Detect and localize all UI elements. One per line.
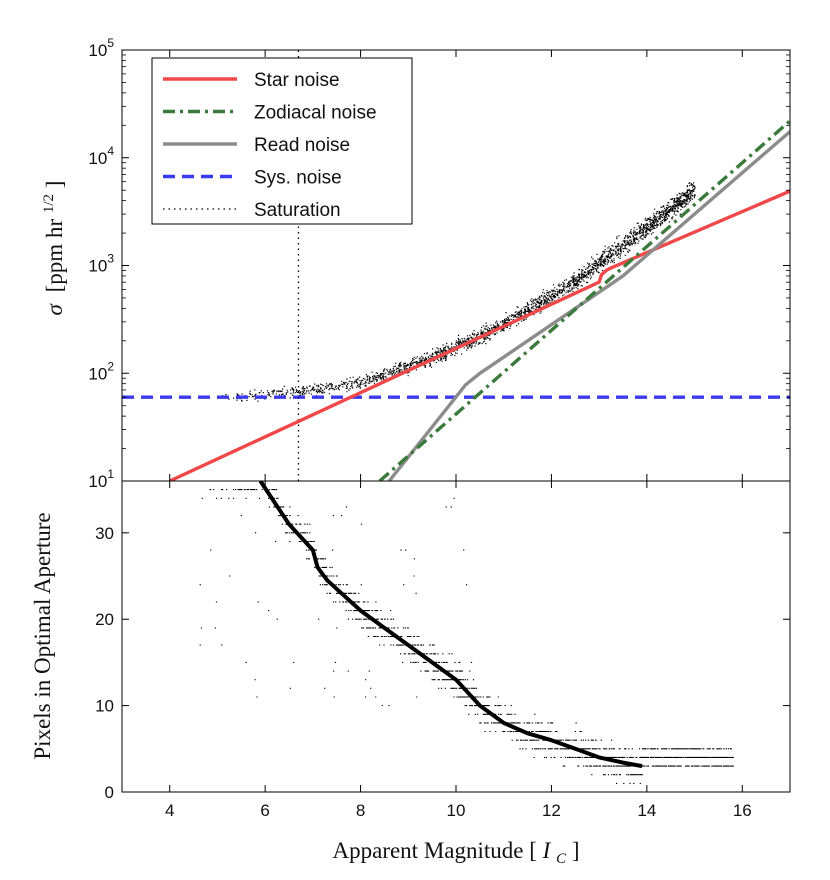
bottom-y-tick-label: 10	[95, 697, 114, 716]
x-axis-label-symbol: I	[542, 838, 552, 863]
legend-entry-label: Saturation	[254, 200, 341, 221]
legend-box	[151, 57, 413, 225]
x-axis-label-close: ]	[572, 838, 580, 863]
sigma-unit: [ppm hr	[42, 219, 67, 293]
median-pixels-line	[258, 481, 643, 769]
legend-entry-label: Read noise	[254, 135, 350, 156]
bottom-series	[258, 481, 643, 769]
legend-entry-label: Sys. noise	[254, 168, 342, 189]
legend-entry-label: Star noise	[254, 70, 340, 91]
top-y-tick-label: 105	[88, 36, 114, 60]
bottom-y-tick-label: 20	[95, 610, 114, 629]
x-tick-label: 8	[356, 801, 365, 820]
tick-exponent: 1	[107, 467, 114, 481]
bottom-y-tick-label: 0	[105, 783, 114, 802]
top-y-tick-label: 103	[88, 252, 114, 276]
bottom-axes-frame	[121, 480, 791, 793]
top-y-axis-label: σ [ppm hr 1/2 ]	[33, 181, 67, 316]
x-tick-label: 4	[165, 801, 174, 820]
tick-base: 10	[88, 41, 107, 60]
sigma-symbol: σ	[42, 302, 67, 315]
legend-entries: Star noise Zodiacal noise Read noise Sys. n…	[163, 70, 377, 221]
sigma-unit-close: ]	[42, 181, 67, 189]
star-noise-line	[168, 189, 790, 481]
x-tick-label: 16	[733, 801, 752, 820]
tick-exponent: 3	[107, 252, 114, 266]
legend-entry-label: Zodiacal noise	[254, 103, 377, 124]
x-tick-label: 12	[542, 801, 561, 820]
read-noise-line	[387, 130, 790, 481]
bottom-y-axis-label: Pixels in Optimal Aperture	[30, 512, 55, 759]
tick-base: 10	[88, 364, 107, 383]
x-tick-label: 6	[260, 801, 269, 820]
bottom-y-tick-label: 30	[95, 524, 114, 543]
x-axis-label: Apparent Magnitude [ I C ]	[333, 838, 580, 868]
bottom-panel: 0 10 20 30 4 6 8 10 12 14 16 Pixels in Optimal Ape…	[30, 480, 791, 868]
tick-base: 10	[88, 257, 107, 276]
top-series	[122, 50, 790, 481]
zodiacal-noise-line	[378, 119, 790, 481]
pixel-scatter-points	[199, 481, 734, 784]
top-y-tick-label: 102	[88, 359, 114, 383]
top-y-tick-label: 104	[88, 144, 114, 168]
bottom-scatter	[199, 481, 734, 784]
legend: Star noise Zodiacal noise Read noise Sys. n…	[151, 57, 413, 225]
tick-exponent: 4	[107, 144, 114, 158]
x-tick-label: 14	[637, 801, 656, 820]
tick-exponent: 5	[107, 36, 114, 50]
tick-base: 10	[88, 472, 107, 491]
tick-exponent: 2	[107, 359, 114, 373]
tick-base: 10	[88, 149, 107, 168]
x-tick-label: 10	[447, 801, 466, 820]
bottom-ticks: 0 10 20 30 4 6 8 10 12 14 16	[95, 481, 790, 820]
sigma-unit-exponent: 1/2	[41, 194, 57, 213]
x-axis-label-subscript: C	[556, 851, 567, 867]
x-axis-label-text: Apparent Magnitude [	[333, 838, 537, 863]
top-y-tick-label: 101	[88, 467, 114, 491]
